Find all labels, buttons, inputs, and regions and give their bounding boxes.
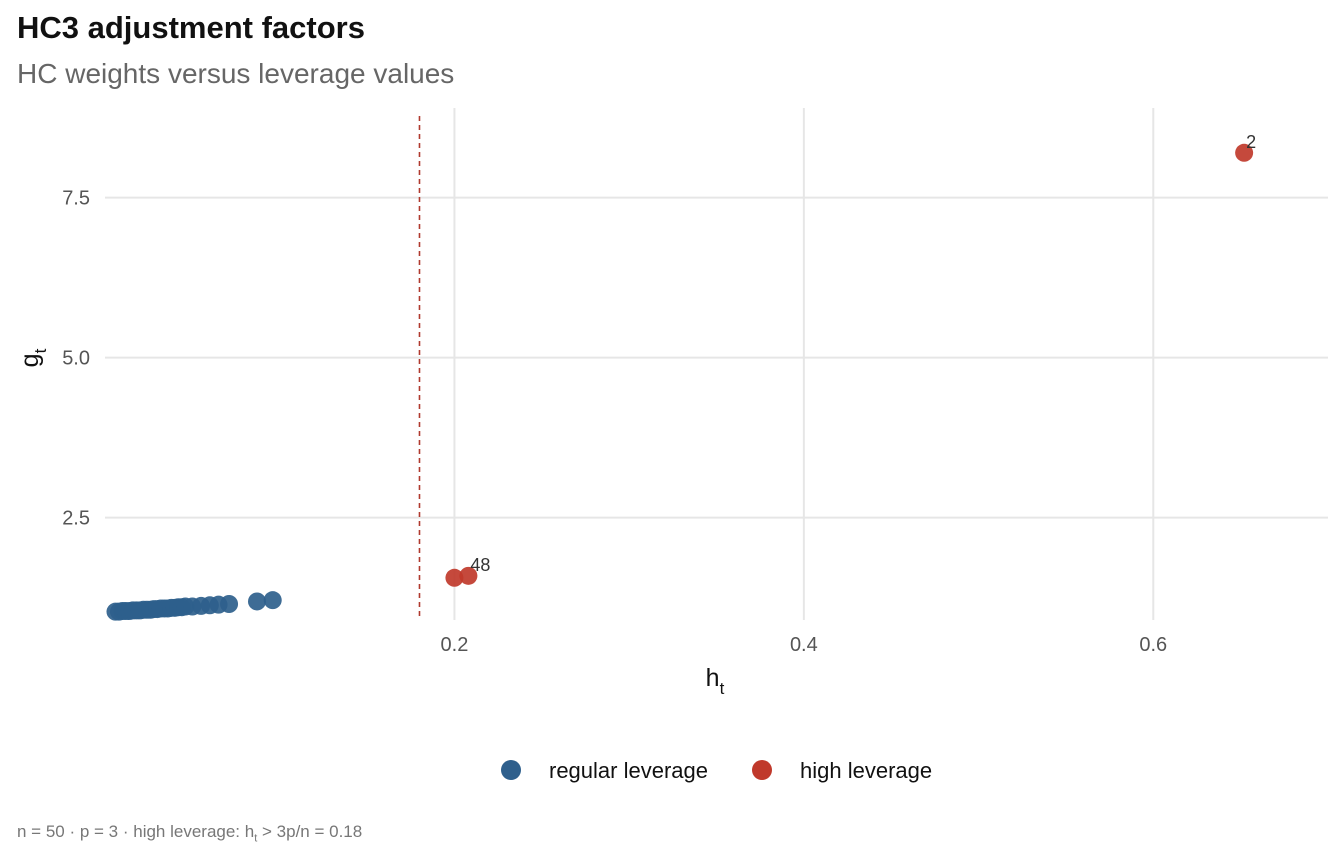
legend: regular leverage high leverage <box>501 758 932 783</box>
legend-label-high: high leverage <box>800 758 932 783</box>
chart-subtitle: HC weights versus leverage values <box>17 58 455 89</box>
y-tick-label: 5.0 <box>62 348 90 370</box>
high-leverage-point <box>459 566 478 585</box>
y-tick-label: 2.5 <box>62 508 90 530</box>
regular-leverage-point <box>220 595 239 613</box>
regular-leverage-point <box>248 592 267 611</box>
point-label: 2 <box>1246 132 1256 152</box>
chart-title: HC3 adjustment factors <box>17 10 365 45</box>
grid-lines <box>105 108 1328 620</box>
x-tick-label: 0.6 <box>1139 634 1167 656</box>
chart-caption: n = 50 · p = 3 · high leverage: ht > 3p/… <box>17 822 363 845</box>
tick-labels: 0.2 0.4 0.6 2.5 5.0 7.5 <box>62 188 1167 656</box>
point-labels: 48 2 <box>470 132 1256 575</box>
legend-marker-high <box>752 760 772 780</box>
high-leverage-point <box>1235 143 1254 162</box>
regular-leverage-point <box>263 591 282 610</box>
x-axis-label: ht <box>706 664 725 698</box>
legend-marker-regular <box>501 760 521 780</box>
y-axis-label: gt <box>16 348 50 367</box>
point-label: 48 <box>470 555 490 575</box>
data-points <box>106 143 1254 621</box>
legend-label-regular: regular leverage <box>549 758 708 783</box>
x-tick-label: 0.2 <box>441 634 469 656</box>
y-tick-label: 7.5 <box>62 188 90 210</box>
x-tick-label: 0.4 <box>790 634 818 656</box>
high-leverage-point <box>445 568 464 587</box>
